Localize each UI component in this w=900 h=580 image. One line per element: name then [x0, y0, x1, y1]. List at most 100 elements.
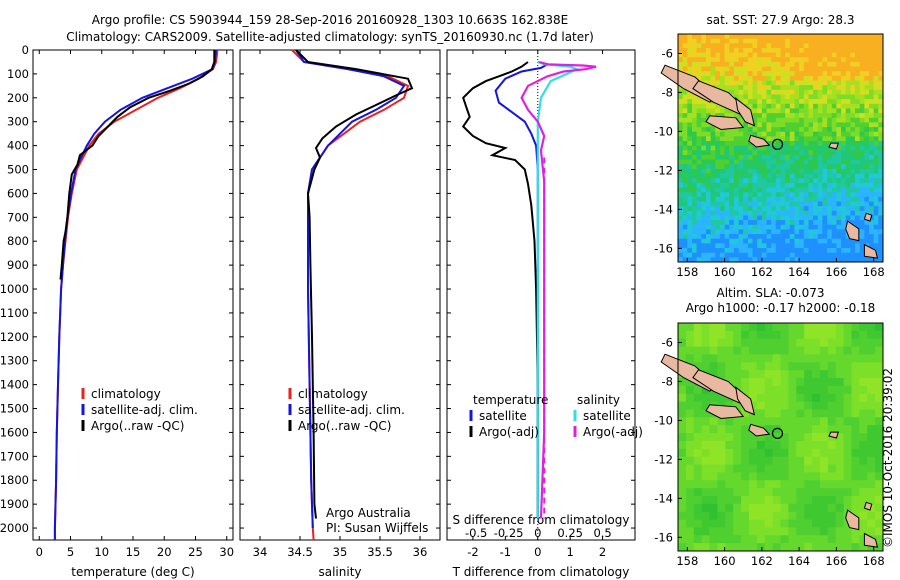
map-cell [725, 323, 734, 332]
map-cell [845, 206, 851, 212]
map-cell [733, 330, 742, 340]
map-cell [719, 187, 725, 193]
map-cell [864, 155, 870, 161]
map-cell [804, 370, 813, 379]
map-cell [785, 150, 791, 156]
map-cell [752, 103, 758, 109]
island [863, 212, 873, 222]
map-cell [878, 182, 884, 188]
map-y-tick-label: -16 [654, 241, 673, 255]
map-cell [875, 425, 884, 434]
map-cell [819, 535, 829, 544]
map-cell [785, 89, 791, 95]
map-cell [709, 488, 718, 497]
map-cell [756, 448, 766, 458]
map-cell [859, 57, 865, 63]
map-cell [709, 503, 718, 513]
map-cell [761, 108, 767, 114]
map-cell [822, 192, 828, 198]
map-cell [873, 99, 879, 105]
map-cell [836, 66, 842, 72]
map-cell [766, 196, 772, 202]
map-cell [725, 425, 734, 434]
map-cell [752, 248, 758, 254]
map-cell [873, 215, 879, 221]
map-cell [785, 173, 791, 179]
map-cell [796, 527, 805, 536]
map-cell [836, 206, 842, 212]
map-cell [710, 108, 716, 114]
map-cell [841, 61, 847, 67]
map-cell [850, 66, 856, 72]
map-cell [799, 48, 805, 54]
map-cell [780, 448, 789, 458]
map-cell [827, 66, 833, 72]
map-cell [710, 168, 716, 174]
map-cell [701, 220, 707, 226]
map-cell [685, 503, 695, 513]
map-cell [747, 206, 753, 212]
map-cell [799, 173, 805, 179]
x-tick-label: 0 [36, 545, 43, 559]
map-cell [850, 145, 856, 151]
map-cell [747, 141, 753, 147]
map-cell [775, 80, 781, 86]
map-cell [867, 323, 876, 332]
map-y-tick-label: -12 [654, 452, 673, 466]
map-cell [747, 201, 753, 207]
map-cell [772, 417, 781, 426]
map-cell [803, 108, 809, 114]
map-cell [804, 472, 813, 481]
map-cell [873, 108, 879, 114]
map-cell [799, 94, 805, 100]
map-cell [780, 141, 786, 147]
map-cell [752, 229, 758, 235]
map-y-tick-label: -6 [662, 46, 673, 60]
map-cell [789, 215, 795, 221]
map-cell [682, 34, 688, 40]
map-cell [757, 248, 763, 254]
map-cell [752, 61, 758, 67]
map-cell [710, 187, 716, 193]
map-cell [788, 425, 797, 434]
map-cell [794, 182, 800, 188]
map-cell [764, 417, 773, 426]
map-cell [733, 38, 739, 44]
map-cell [749, 519, 758, 528]
map-cell [794, 103, 800, 109]
y-tick-label: 700 [7, 210, 29, 224]
map-cell [729, 38, 735, 44]
map-cell [738, 229, 744, 235]
argo-location-marker [771, 138, 784, 150]
map-cell [799, 201, 805, 207]
map-cell [843, 370, 852, 379]
map-cell [743, 164, 749, 170]
map-cell [749, 464, 758, 473]
map-cell [831, 150, 837, 156]
map-cell [827, 89, 833, 95]
map-cell [851, 472, 860, 481]
map-cell [775, 206, 781, 212]
map-cell [771, 229, 777, 235]
map-cell [869, 122, 875, 128]
map-cell [709, 354, 718, 363]
map-cell [841, 66, 847, 72]
map-cell [741, 480, 750, 489]
map-cell [794, 34, 800, 40]
map-cell [687, 52, 693, 58]
map-cell [715, 164, 721, 170]
map-cell [851, 417, 860, 426]
map-cell [827, 417, 837, 426]
map-cell [733, 113, 739, 119]
map-cell [733, 543, 742, 552]
map-cell [741, 440, 750, 450]
map-cell [743, 122, 749, 128]
map-cell [738, 89, 744, 95]
map-cell [710, 155, 716, 161]
map-cell [715, 215, 721, 221]
map-cell [835, 393, 844, 403]
map-cell [696, 243, 702, 249]
map-cell [864, 136, 870, 142]
map-cell [749, 448, 758, 458]
map-cell [717, 456, 726, 465]
